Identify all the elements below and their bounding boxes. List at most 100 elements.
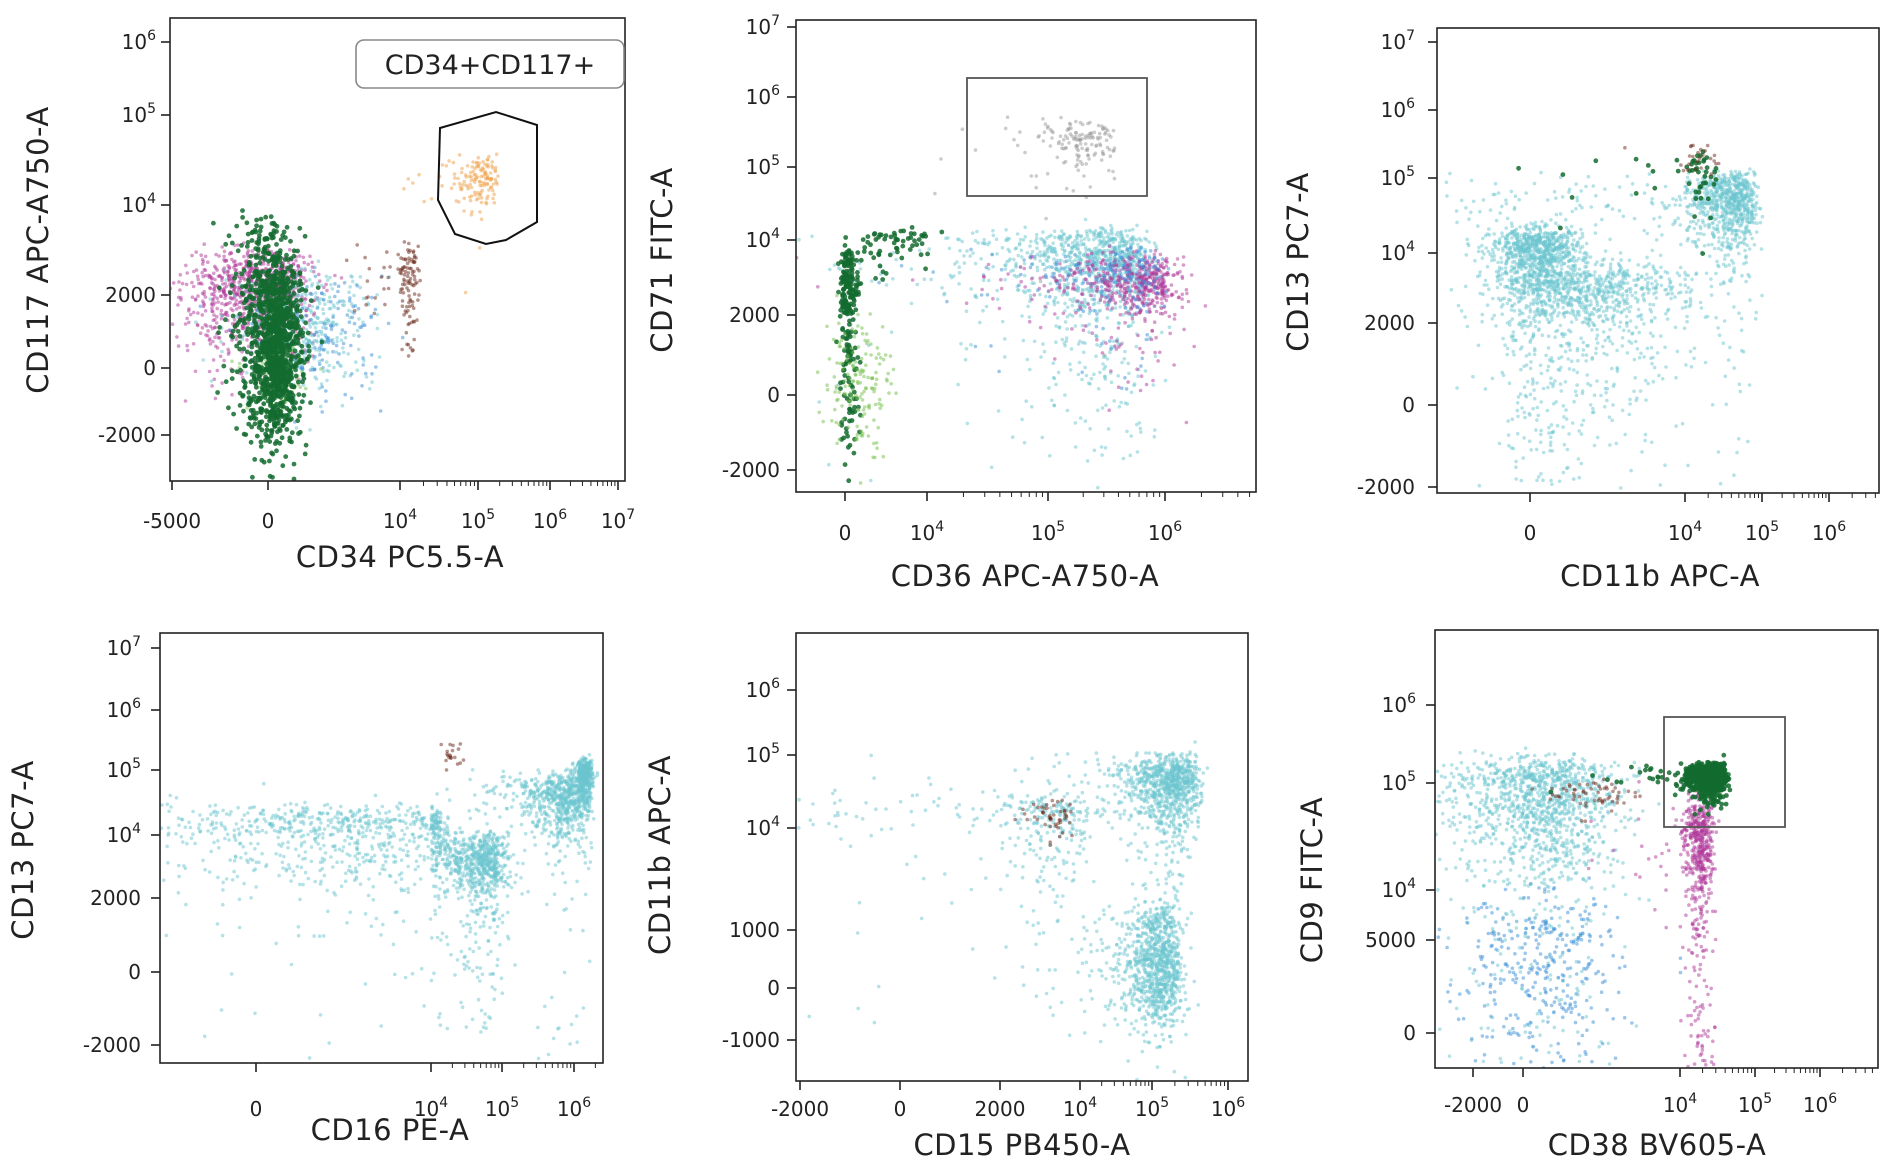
data-point — [309, 317, 313, 322]
data-point — [1107, 298, 1112, 302]
data-point — [213, 325, 217, 330]
data-point — [1158, 278, 1162, 283]
data-point — [487, 188, 491, 192]
data-point — [1127, 289, 1132, 293]
data-point — [323, 302, 327, 307]
data-point — [308, 400, 313, 406]
data-point — [287, 435, 293, 441]
data-point — [254, 433, 260, 439]
data-point — [1085, 253, 1090, 257]
data-point — [295, 318, 300, 324]
data-point — [1060, 293, 1065, 297]
data-point — [236, 243, 240, 247]
data-point — [284, 427, 290, 432]
data-point — [1020, 314, 1024, 318]
data-point — [355, 368, 360, 373]
data-point — [1119, 400, 1123, 405]
data-point — [1083, 341, 1087, 345]
data-point — [477, 161, 482, 165]
data-point — [185, 271, 189, 275]
data-point — [1131, 263, 1135, 268]
data-point — [308, 277, 312, 282]
data-point — [1068, 234, 1072, 238]
data-point — [212, 271, 216, 276]
data-point — [411, 249, 416, 253]
data-point — [1137, 264, 1142, 268]
data-point — [367, 387, 372, 391]
data-point — [370, 295, 374, 300]
data-point — [1030, 405, 1034, 409]
data-point — [277, 384, 282, 390]
data-point — [1032, 293, 1037, 297]
data-point — [407, 300, 411, 305]
data-point — [834, 339, 839, 345]
data-point — [1066, 237, 1070, 241]
data-point — [462, 179, 467, 184]
data-point — [383, 302, 387, 307]
data-point — [1159, 297, 1164, 301]
data-point — [200, 326, 205, 330]
data-point — [429, 197, 434, 201]
data-point — [188, 312, 193, 317]
data-point — [1106, 232, 1111, 236]
data-point — [1073, 421, 1078, 425]
data-point — [486, 194, 490, 199]
data-point — [413, 278, 417, 282]
data-point — [200, 291, 205, 296]
data-point — [945, 299, 949, 304]
data-point — [1009, 269, 1013, 274]
data-point — [457, 181, 462, 186]
data-point — [232, 260, 236, 264]
data-point — [484, 177, 488, 181]
data-point — [224, 302, 228, 307]
data-point — [200, 270, 204, 275]
data-point — [407, 256, 411, 261]
data-point — [1121, 297, 1125, 302]
data-point — [817, 400, 821, 404]
data-point — [416, 298, 420, 302]
data-point — [1156, 359, 1160, 363]
data-point — [1138, 253, 1142, 257]
data-point — [200, 313, 205, 317]
data-point — [1054, 267, 1059, 271]
data-point — [797, 237, 801, 242]
data-point — [400, 304, 405, 309]
data-point — [274, 255, 280, 261]
data-point — [1058, 273, 1062, 278]
data-point — [348, 296, 352, 300]
data-point — [331, 303, 336, 307]
data-point — [1085, 281, 1090, 286]
data-point — [354, 360, 358, 364]
data-point — [1106, 284, 1110, 288]
data-point — [1140, 300, 1144, 304]
data-point — [349, 343, 353, 348]
data-point — [178, 288, 182, 292]
data-point — [308, 428, 312, 432]
data-point — [1117, 240, 1122, 245]
data-point — [194, 320, 198, 324]
data-point — [269, 385, 274, 391]
data-point — [286, 289, 292, 295]
data-point — [978, 320, 982, 325]
data-point — [287, 247, 292, 252]
data-point — [286, 412, 291, 418]
data-point — [1089, 251, 1094, 256]
data-point — [957, 270, 962, 275]
data-point — [242, 384, 248, 389]
data-point — [286, 323, 292, 329]
data-point — [1105, 357, 1110, 361]
data-point — [1070, 327, 1074, 331]
data-point — [1028, 255, 1032, 259]
data-point — [973, 344, 978, 349]
data-point — [224, 258, 228, 263]
data-point — [282, 328, 287, 334]
data-point — [305, 306, 310, 311]
data-point — [1147, 297, 1151, 302]
data-point — [232, 318, 237, 322]
data-point — [1104, 403, 1108, 408]
data-point — [1021, 338, 1026, 343]
data-point — [1094, 277, 1099, 281]
data-point — [1021, 238, 1026, 242]
data-point — [263, 214, 269, 220]
data-point — [1066, 281, 1070, 286]
